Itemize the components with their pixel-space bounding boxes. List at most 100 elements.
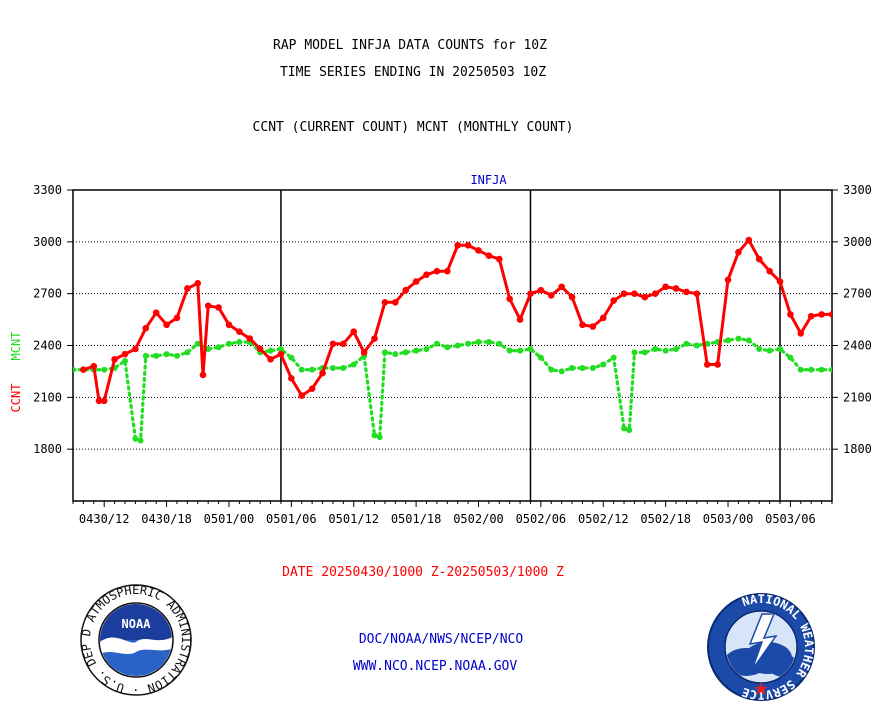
data-point-ccnt <box>308 385 316 392</box>
data-point-ccnt <box>319 369 326 377</box>
data-point-mcnt <box>485 339 492 346</box>
data-point-ccnt <box>537 286 545 294</box>
x-tick-label: 0502/00 <box>453 512 504 526</box>
data-point-mcnt <box>787 354 794 361</box>
panel-label: INFJA <box>470 173 507 187</box>
data-point-ccnt <box>527 290 534 297</box>
y-tick-label-right: 3000 <box>843 235 872 249</box>
data-point-ccnt <box>693 290 701 297</box>
data-point-mcnt <box>454 342 461 349</box>
data-point-ccnt <box>173 314 181 322</box>
data-point-mcnt <box>101 366 108 373</box>
data-point-mcnt <box>610 354 617 361</box>
data-point-mcnt <box>236 339 243 346</box>
data-point-mcnt <box>797 366 804 373</box>
organization-label: DOC/NOAA/NWS/NCEP/NCO <box>358 632 524 647</box>
data-point-ccnt <box>412 278 420 285</box>
data-point-ccnt <box>683 288 690 296</box>
data-point-ccnt <box>204 302 212 310</box>
data-point-ccnt <box>381 299 389 306</box>
data-point-ccnt <box>828 311 832 318</box>
data-point-ccnt <box>402 286 410 294</box>
series-mcnt <box>73 335 832 444</box>
data-point-ccnt <box>662 283 669 291</box>
data-point-mcnt <box>631 349 638 356</box>
data-point-ccnt <box>516 316 524 323</box>
x-tick-label: 0501/06 <box>266 512 317 526</box>
data-point-mcnt <box>350 361 357 368</box>
y-tick-label-left: 3300 <box>33 183 62 197</box>
data-point-mcnt <box>423 345 430 352</box>
data-point-ccnt <box>454 241 461 249</box>
x-tick-label: 0503/00 <box>703 512 754 526</box>
data-point-mcnt <box>121 358 128 365</box>
data-point-mcnt <box>766 347 773 354</box>
data-point-mcnt <box>725 337 732 344</box>
data-point-ccnt <box>350 328 358 335</box>
data-point-ccnt <box>121 350 129 358</box>
data-point-mcnt <box>683 340 690 347</box>
data-point-mcnt <box>777 345 784 352</box>
data-point-mcnt <box>329 364 336 371</box>
data-point-ccnt <box>735 248 742 256</box>
data-point-ccnt <box>745 236 753 244</box>
data-point-mcnt <box>433 340 440 347</box>
data-point-mcnt <box>277 345 284 352</box>
data-point-ccnt <box>152 309 160 316</box>
x-tick-label: 0501/18 <box>391 512 442 526</box>
chart-title-line2: TIME SERIES ENDING IN 20250503 10Z <box>279 65 547 80</box>
data-point-mcnt <box>413 347 420 354</box>
data-point-ccnt <box>807 312 815 320</box>
data-point-ccnt <box>392 299 399 306</box>
data-point-mcnt <box>376 434 383 441</box>
data-point-ccnt <box>215 304 222 311</box>
y-axis-label-mcnt: MCNT <box>9 332 23 361</box>
data-point-ccnt <box>766 267 773 275</box>
data-point-mcnt <box>662 347 669 354</box>
data-point-mcnt <box>142 352 149 359</box>
y-axis-label-ccnt: CCNT <box>9 384 23 413</box>
data-point-mcnt <box>756 345 763 352</box>
data-point-ccnt <box>423 271 430 278</box>
data-point-mcnt <box>163 351 170 358</box>
data-point-ccnt <box>485 252 493 259</box>
data-point-ccnt <box>568 293 576 301</box>
data-point-ccnt <box>818 311 825 318</box>
data-point-mcnt <box>153 352 160 359</box>
data-point-ccnt <box>95 397 103 405</box>
data-point-ccnt <box>547 292 555 299</box>
data-point-ccnt <box>787 311 794 318</box>
data-point-mcnt <box>194 340 201 347</box>
x-tick-label: 0501/00 <box>204 512 255 526</box>
x-tick-label: 0502/12 <box>578 512 629 526</box>
x-tick-label: 0503/06 <box>765 512 816 526</box>
data-point-ccnt <box>256 345 264 353</box>
data-point-mcnt <box>829 366 832 373</box>
y-tick-label-left: 2700 <box>33 287 62 301</box>
x-tick-label: 0502/18 <box>640 512 691 526</box>
data-point-ccnt <box>371 335 378 342</box>
data-point-mcnt <box>73 366 76 373</box>
data-point-mcnt <box>132 435 139 442</box>
data-point-ccnt <box>620 290 628 297</box>
data-point-mcnt <box>579 364 586 371</box>
data-point-ccnt <box>610 297 617 304</box>
data-point-mcnt <box>475 339 482 346</box>
data-point-mcnt <box>173 352 180 359</box>
y-tick-label-left: 1800 <box>33 442 62 456</box>
data-point-ccnt <box>558 283 565 291</box>
chart-title-line1: RAP MODEL INFJA DATA COUNTS for 10Z <box>273 38 547 53</box>
data-point-ccnt <box>277 350 285 358</box>
data-point-ccnt <box>714 361 721 368</box>
data-point-ccnt <box>444 267 451 275</box>
data-point-mcnt <box>641 349 648 356</box>
data-point-ccnt <box>267 356 274 363</box>
data-point-ccnt <box>360 349 368 356</box>
x-tick-label: 0430/18 <box>141 512 192 526</box>
y-tick-label-left: 3000 <box>33 235 62 249</box>
data-point-ccnt <box>246 335 254 342</box>
data-point-mcnt <box>340 364 347 371</box>
data-point-mcnt <box>745 337 752 344</box>
data-point-mcnt <box>137 437 144 444</box>
data-point-mcnt <box>215 344 222 351</box>
